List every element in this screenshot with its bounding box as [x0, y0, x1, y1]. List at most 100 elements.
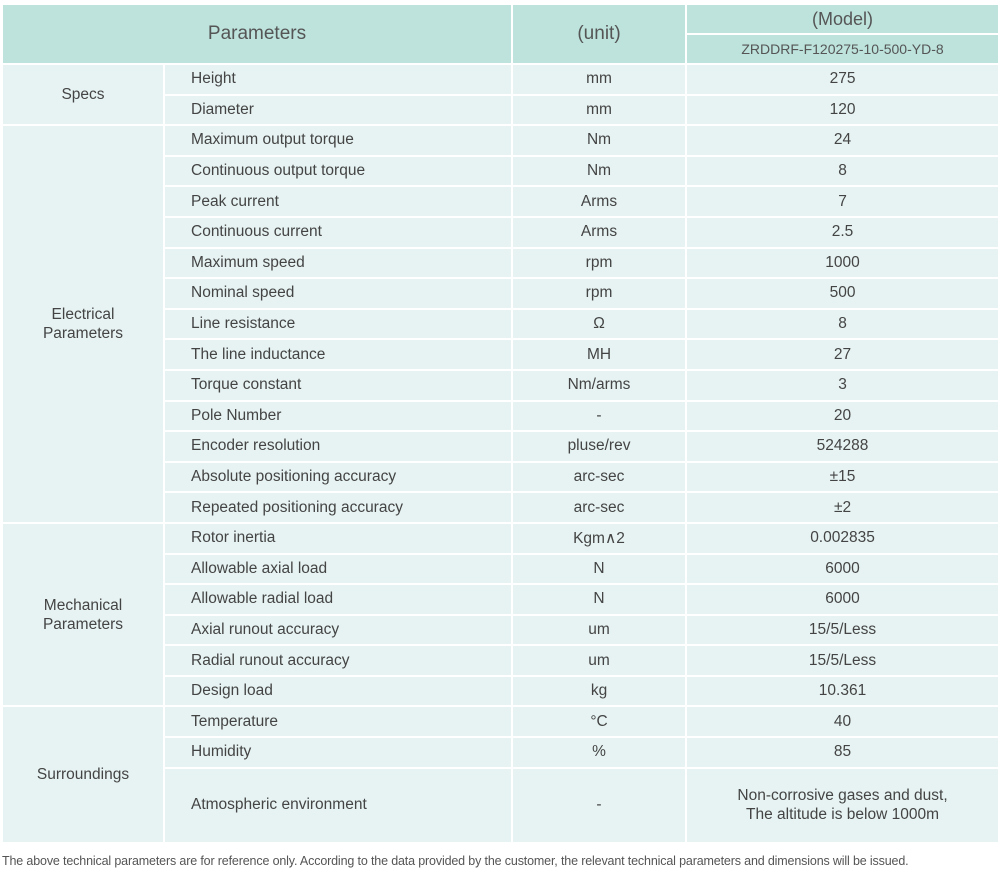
group-label: Surroundings	[1, 705, 165, 844]
param-value: 1000	[685, 246, 999, 280]
param-value: 20	[685, 399, 999, 433]
param-unit: mm	[511, 63, 688, 96]
param-value: 500	[685, 277, 999, 310]
group-label: Mechanical Parameters	[1, 521, 165, 708]
param-value: 3	[685, 368, 999, 402]
param-unit: Nm	[511, 124, 688, 157]
param-value: 6000	[685, 583, 999, 616]
table-row: Humidity% 85	[2, 736, 999, 769]
table-row: The line inductance MH 27	[2, 338, 999, 371]
param-value: 85	[685, 736, 999, 769]
param-unit: Kgm∧2	[511, 521, 688, 555]
param-unit: N	[511, 583, 688, 616]
param-name: Height	[162, 63, 514, 96]
table-row: Atmospheric environment - Non-corrosive ga…	[2, 766, 999, 844]
param-value: 15/5/Less	[685, 644, 999, 677]
table-row: Diameter mm 120	[2, 93, 999, 127]
param-value: 8	[685, 154, 999, 188]
param-name: Torque constant	[162, 368, 514, 402]
param-name: Repeated positioning accuracy	[162, 491, 514, 524]
param-value: 15/5/Less	[685, 613, 999, 647]
param-value: 6000	[685, 552, 999, 586]
group-label: Electrical Parameters	[1, 124, 165, 524]
param-unit: Ω	[511, 307, 688, 341]
table-row: Nominal speed rpm 500	[2, 277, 999, 310]
param-unit: Nm	[511, 154, 688, 188]
table-row: Line resistance Ω 8	[2, 307, 999, 341]
param-name: Encoder resolution	[162, 430, 514, 463]
param-name: Radial runout accuracy	[162, 644, 514, 677]
table-row: Radial runout accuracy um 15/5/Less	[2, 644, 999, 677]
param-unit: rpm	[511, 246, 688, 280]
param-value: 120	[685, 93, 999, 127]
param-unit: Arms	[511, 215, 688, 249]
param-value: 40	[685, 705, 999, 739]
param-unit: um	[511, 644, 688, 677]
param-name: Temperature	[162, 705, 514, 739]
table-row: Mechanical Parameters Rotor inertia Kgm∧2 0.…	[1, 521, 999, 708]
param-name: Absolute positioning accuracy	[162, 460, 514, 494]
param-unit: Arms	[511, 185, 688, 218]
table-row: Axial runout accuracy um 15/5/Less	[2, 613, 999, 647]
group-label: Specs	[1, 62, 165, 127]
spec-table: Parameters (unit) (Model) ZRDDRF-F120275…	[0, 3, 999, 844]
table-row: Repeated positioning accuracy arc-sec ±2	[2, 491, 999, 524]
param-value: ±2	[685, 491, 999, 524]
param-unit: um	[511, 613, 688, 647]
param-name: Rotor inertia	[162, 521, 514, 555]
param-unit: MH	[511, 338, 688, 371]
param-unit: N	[511, 552, 688, 586]
param-unit: mm	[511, 93, 688, 127]
spec-table-body: Specs Height mm 275 Diameter mm 120 Electrical P…	[1, 62, 999, 844]
table-row: Allowable axial load N 6000	[2, 552, 999, 586]
header-parameters: Parameters	[0, 3, 514, 65]
param-value: 10.361	[685, 674, 999, 708]
param-value: 2.5	[685, 215, 999, 249]
param-unit: arc-sec	[511, 460, 688, 494]
param-value: 275	[685, 63, 999, 96]
table-row: Surroundings Temperature °C 40	[1, 705, 999, 844]
table-row: Continuous current Arms 2.5	[2, 215, 999, 249]
param-value: 524288	[685, 430, 999, 463]
table-row: Encoder resolution pluse/rev 524288	[2, 430, 999, 463]
param-name: Maximum speed	[162, 246, 514, 280]
param-name: Atmospheric environment	[162, 766, 514, 844]
param-unit: kg	[511, 674, 688, 708]
param-value: 24	[685, 124, 999, 157]
param-name: Continuous output torque	[162, 154, 514, 188]
param-value: Non-corrosive gases and dust, The altitud…	[685, 766, 999, 844]
param-unit: %	[511, 736, 688, 769]
param-name: The line inductance	[162, 338, 514, 371]
header-unit: (unit)	[511, 3, 688, 65]
param-name: Axial runout accuracy	[162, 613, 514, 647]
param-unit: -	[511, 766, 688, 844]
table-row: Design load kg 10.361	[2, 674, 999, 708]
param-name: Continuous current	[162, 215, 514, 249]
table-row: Absolute positioning accuracy arc-sec ±15	[2, 460, 999, 494]
param-unit: -	[511, 399, 688, 433]
param-name: Design load	[162, 674, 514, 708]
header-model: (Model)	[685, 3, 999, 35]
param-value: 0.002835	[685, 521, 999, 555]
param-unit: rpm	[511, 277, 688, 310]
param-unit: arc-sec	[511, 491, 688, 524]
table-row: Electrical Parameters Maximum output torqu…	[1, 124, 999, 524]
table-row: Allowable radial load N 6000	[2, 583, 999, 616]
table-row: Continuous output torque Nm 8	[2, 154, 999, 188]
param-name: Diameter	[162, 93, 514, 127]
table-row: Specs Height mm 275	[1, 62, 999, 127]
param-unit: Nm/arms	[511, 368, 688, 402]
footnote: The above technical parameters are for r…	[2, 854, 909, 868]
param-name: Nominal speed	[162, 277, 514, 310]
param-unit: pluse/rev	[511, 430, 688, 463]
table-row: Peak current Arms 7	[2, 185, 999, 218]
param-unit: °C	[511, 705, 688, 739]
table-row: Pole Number -20	[2, 399, 999, 433]
param-name: Line resistance	[162, 307, 514, 341]
header-model-code: ZRDDRF-F120275-10-500-YD-8	[685, 33, 999, 65]
param-name: Pole Number	[162, 399, 514, 433]
param-name: Allowable axial load	[162, 552, 514, 586]
param-value: 27	[685, 338, 999, 371]
param-name: Humidity	[162, 736, 514, 769]
param-name: Allowable radial load	[162, 583, 514, 616]
